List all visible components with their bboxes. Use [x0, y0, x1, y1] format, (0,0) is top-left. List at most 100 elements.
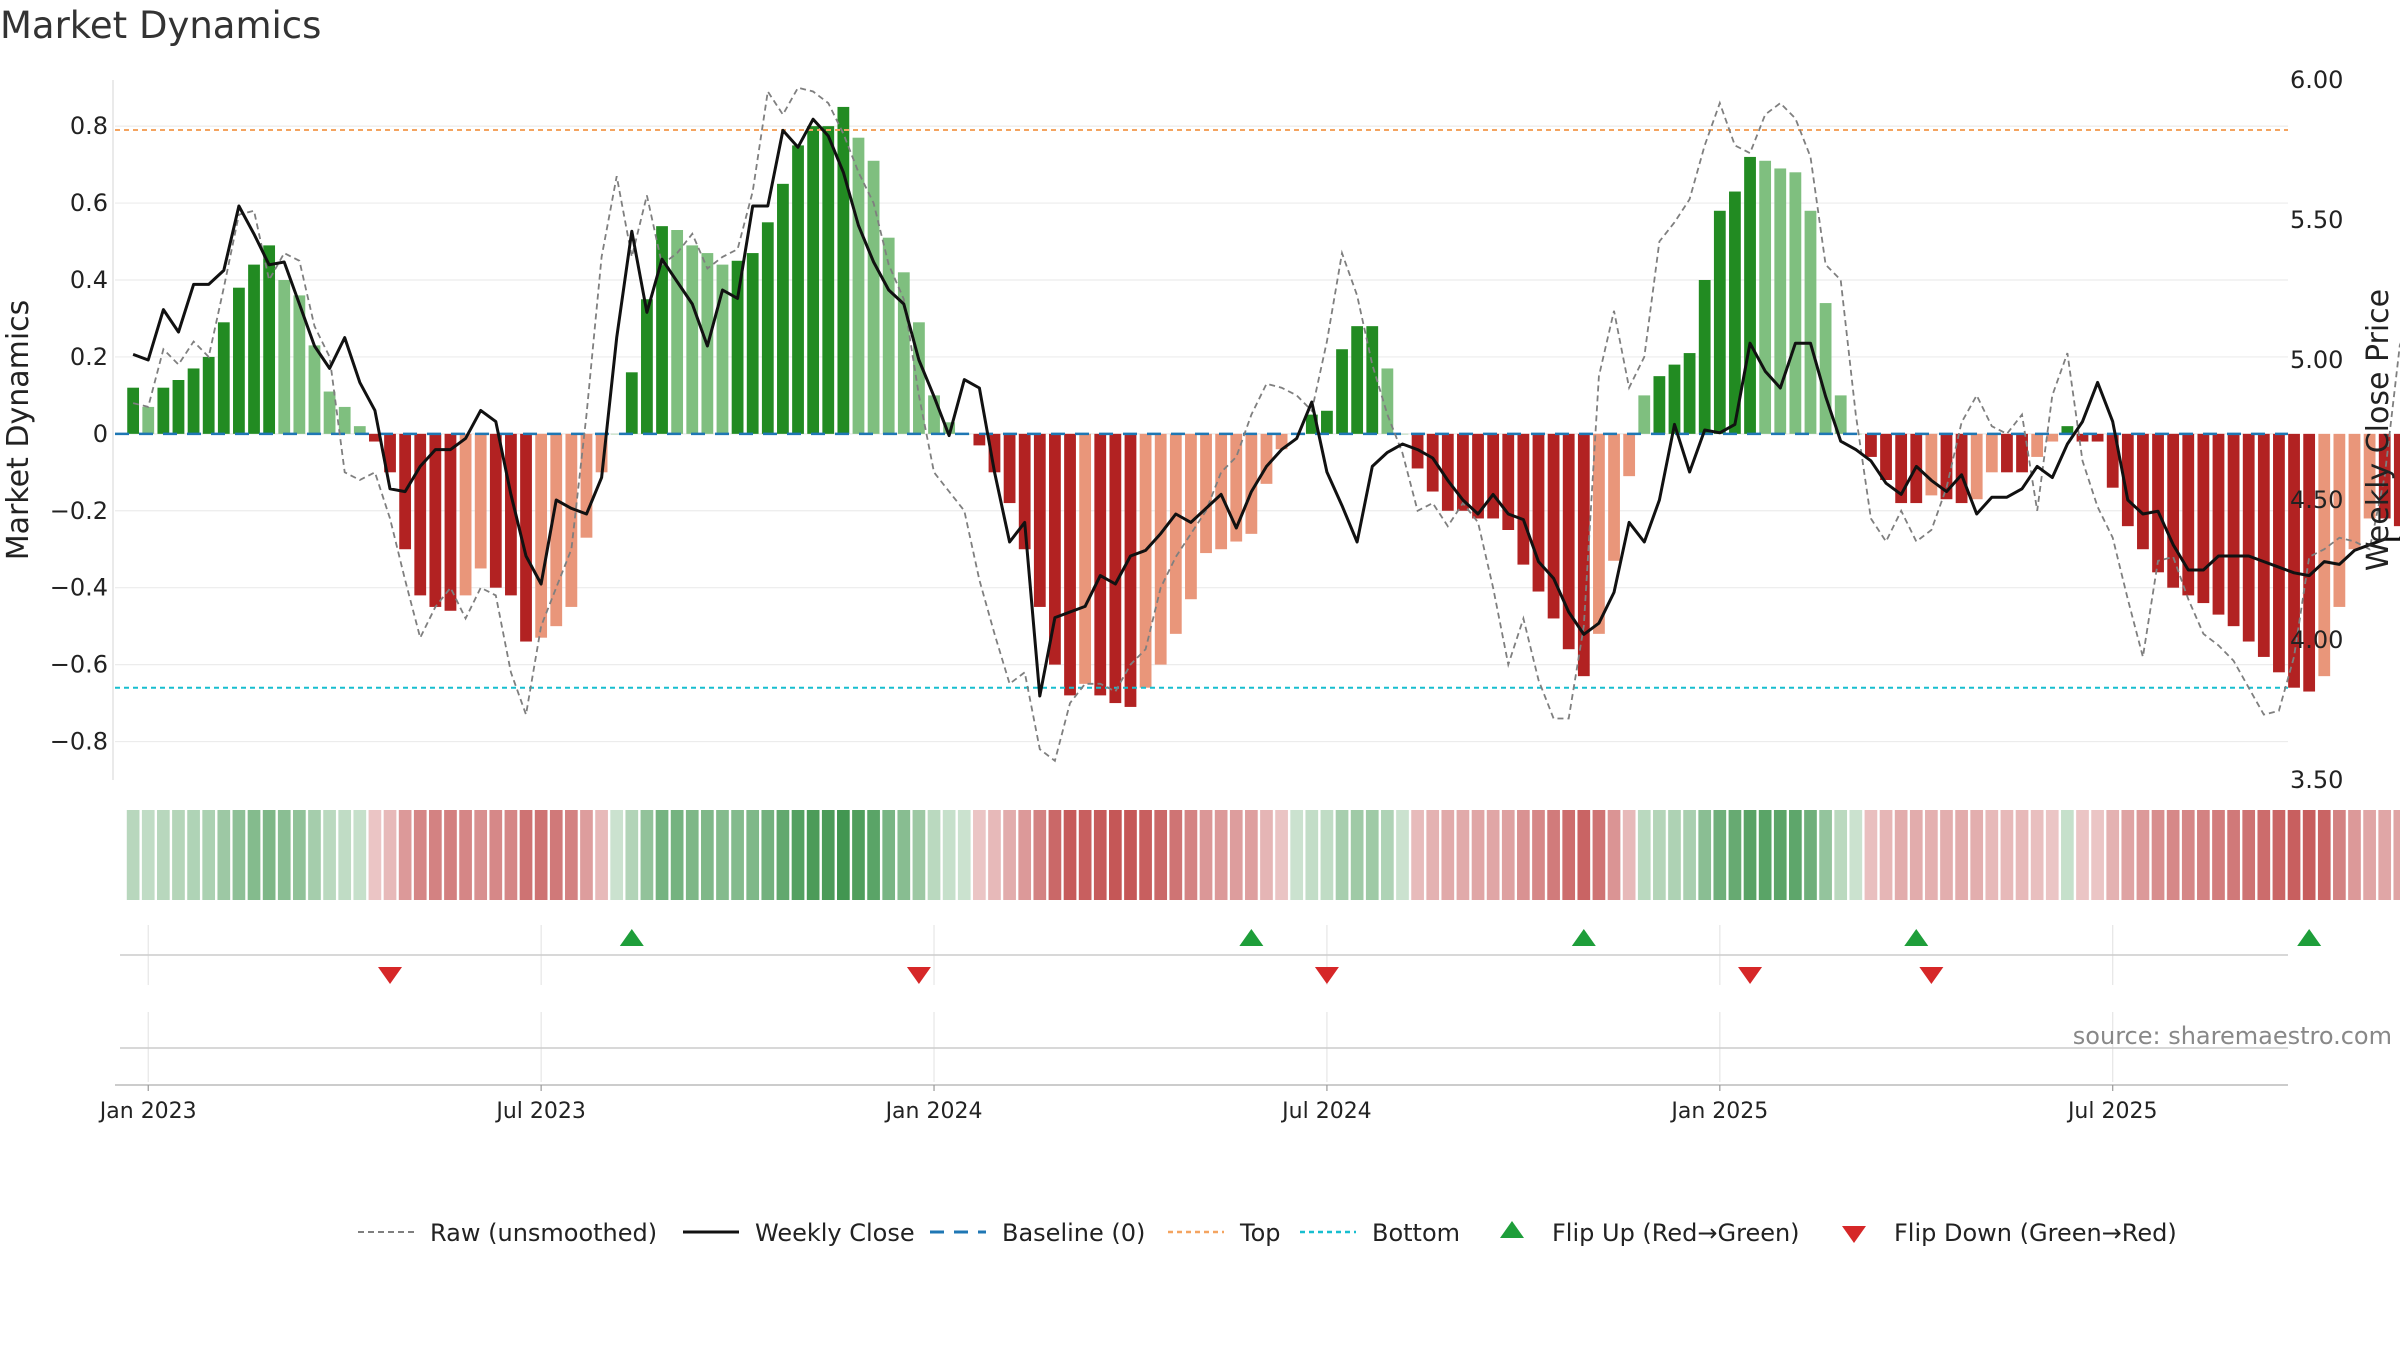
flip-down-marker: [906, 967, 931, 984]
regime-strip-cell: [746, 810, 760, 900]
regime-strip-cell: [1139, 810, 1152, 900]
dynamics-bar: [1033, 433, 1046, 607]
regime-strip-cell: [353, 810, 367, 900]
y-tick-left: −0.8: [50, 728, 108, 756]
regime-strip-cell: [716, 810, 729, 900]
regime-strip-cell: [670, 810, 684, 900]
dynamics-bar: [505, 433, 517, 596]
regime-strip-cell: [2227, 810, 2240, 900]
dynamics-bar: [1154, 433, 1167, 665]
dynamics-bar: [1441, 433, 1454, 511]
regime-strip-cell: [338, 810, 352, 900]
dynamics-bar: [2152, 433, 2164, 573]
y-tick-left: −0.6: [50, 651, 108, 679]
dynamics-bar: [1426, 433, 1439, 492]
legend-label: Weekly Close: [755, 1219, 915, 1247]
x-tick-label: Jul 2023: [494, 1099, 586, 1124]
regime-strip-cell: [1063, 810, 1077, 900]
regime-strip-cell: [2015, 810, 2029, 900]
regime-strip-cell: [1713, 810, 1727, 900]
chart-title: Market Dynamics: [0, 4, 321, 47]
flip-up-marker: [619, 929, 644, 946]
regime-strip-cell: [1033, 810, 1047, 900]
dynamics-bar: [1003, 433, 1016, 504]
flip-down-marker: [378, 967, 403, 984]
dynamics-bar: [384, 433, 396, 473]
dynamics-bar: [2121, 433, 2134, 527]
dynamics-bar: [1895, 433, 1908, 504]
dynamics-bar: [837, 106, 850, 434]
dynamics-bar: [1457, 433, 1469, 511]
regime-strip-cell: [232, 810, 246, 900]
regime-strip-cell: [1471, 810, 1485, 900]
dynamics-bar: [1970, 433, 1983, 500]
regime-strip-cell: [368, 810, 382, 900]
dynamics-bar: [338, 406, 351, 434]
dynamics-bar: [187, 368, 200, 434]
regime-strip-cell: [837, 810, 850, 900]
dynamics-bar: [520, 433, 532, 642]
regime-strip-cell: [806, 810, 820, 900]
regime-strip-cell: [2000, 810, 2014, 900]
dynamics-bar: [2363, 433, 2376, 519]
dynamics-bar: [1336, 349, 1348, 434]
dynamics-bar: [686, 245, 699, 434]
dynamics-bar: [943, 422, 956, 434]
dynamics-bar: [882, 237, 895, 434]
dynamics-bar: [2001, 433, 2013, 473]
raw-unsmoothed-line: [132, 86, 2400, 763]
flip-down-marker: [1919, 967, 1944, 984]
x-tick-label: Jan 2025: [1669, 1099, 1768, 1124]
dynamics-bar: [867, 160, 880, 434]
regime-strip-cell: [172, 810, 185, 900]
x-tick-label: Jan 2023: [98, 1099, 197, 1124]
dynamics-bar: [1759, 160, 1772, 434]
regime-strip-cell: [157, 810, 170, 900]
regime-strip-cell: [1335, 810, 1349, 900]
regime-strip-cell: [323, 810, 336, 900]
legend-swatch-flip-down: [1842, 1226, 1866, 1243]
dynamics-bar: [1547, 433, 1560, 619]
y-tick-left: 0.2: [70, 343, 108, 371]
flip-down-marker: [1314, 967, 1339, 984]
dynamics-bar: [263, 245, 276, 434]
dynamics-bar: [1305, 414, 1318, 434]
dynamics-bar: [1940, 433, 1953, 500]
dynamics-bar: [1139, 433, 1152, 688]
dynamics-bar: [217, 322, 230, 434]
regime-strip-cell: [519, 810, 533, 900]
dynamics-bar: [1834, 395, 1847, 434]
regime-strip-cell: [549, 810, 563, 900]
x-tick-label: Jan 2024: [884, 1099, 983, 1124]
dynamics-bar: [1079, 433, 1092, 684]
y-tick-right: 4.50: [2290, 486, 2343, 514]
dynamics-bar: [1653, 376, 1666, 434]
regime-strip-cell: [459, 810, 472, 900]
dynamics-bar: [1260, 433, 1273, 484]
regime-strip-cell: [2197, 810, 2210, 900]
regime-strip-cell: [474, 810, 488, 900]
y-tick-left: 0.4: [70, 266, 108, 294]
regime-strip-cell: [534, 810, 548, 900]
dynamics-bar: [656, 226, 668, 434]
dynamics-bar: [2393, 433, 2400, 527]
regime-strip-cell: [1562, 810, 1576, 900]
dynamics-bar: [2091, 433, 2104, 442]
y-tick-right: 5.00: [2290, 346, 2343, 374]
regime-strip-cell: [1909, 810, 1923, 900]
dynamics-bar: [1245, 433, 1258, 534]
flip-down-marker: [1738, 967, 1763, 984]
regime-strip-cell: [867, 810, 880, 900]
regime-strip-cell: [2348, 810, 2361, 900]
y-tick-left: −0.4: [50, 574, 108, 602]
dynamics-bar: [1064, 433, 1076, 696]
regime-strip-cell: [2106, 810, 2120, 900]
dynamics-bar: [2061, 426, 2074, 434]
regime-strip-cell: [1275, 810, 1288, 900]
regime-strip-cell: [1637, 810, 1651, 900]
regime-strip-cell: [957, 810, 971, 900]
dynamics-bar: [1487, 433, 1500, 519]
regime-strip-cell: [1365, 810, 1379, 900]
regime-strip-cell: [927, 810, 941, 900]
dynamics-bar: [1381, 368, 1394, 434]
